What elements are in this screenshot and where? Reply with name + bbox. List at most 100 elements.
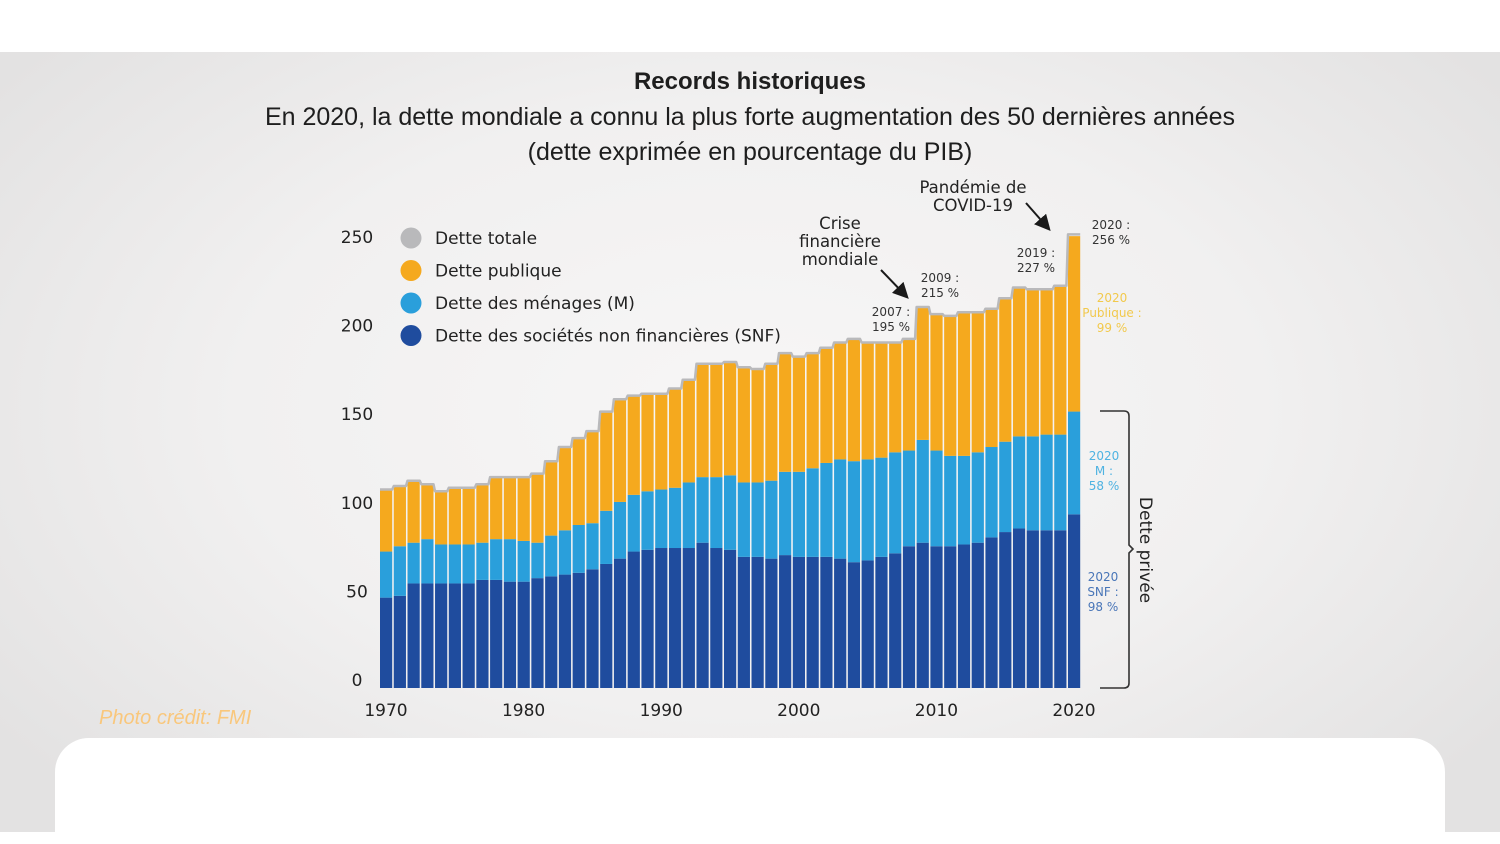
content-panel	[55, 738, 1445, 832]
bar-corporate-2012	[957, 544, 971, 688]
bar-households-1982	[545, 535, 558, 577]
bar-public-1984	[572, 438, 585, 525]
chart-subtitle: En 2020, la dette mondiale a connu la pl…	[264, 103, 1236, 131]
annotation-m2020: 58 %	[1089, 479, 1120, 493]
bar-households-2015	[999, 441, 1012, 533]
annotation-pub2020: 99 %	[1097, 321, 1128, 335]
legend-swatch-corporate	[400, 325, 422, 346]
y-tick-label: 150	[341, 405, 373, 425]
bar-public-2015	[999, 298, 1012, 442]
bar-corporate-1971	[393, 595, 406, 688]
bar-public-1985	[586, 431, 599, 524]
y-tick-label: 100	[341, 494, 373, 514]
x-tick-label: 1990	[640, 701, 683, 721]
y-tick-label: 250	[341, 228, 373, 248]
bar-public-2011	[944, 315, 957, 456]
bar-households-2006	[875, 457, 888, 557]
bar-corporate-2000	[792, 556, 805, 688]
x-tick-label: 2020	[1052, 701, 1095, 721]
bar-households-1987	[613, 501, 627, 559]
bar-public-2004	[847, 338, 861, 462]
bar-public-1994	[710, 363, 723, 478]
bar-households-2001	[806, 468, 819, 557]
bar-households-2012	[957, 455, 971, 545]
bar-corporate-1984	[572, 572, 585, 688]
bar-households-1993	[696, 477, 709, 543]
bar-corporate-2010	[930, 546, 943, 688]
bar-corporate-1997	[751, 556, 764, 688]
annotation-pub2020: 2020	[1097, 291, 1128, 305]
annotation-m2020: 2020	[1089, 449, 1120, 463]
crisis-arrow-icon	[880, 269, 909, 299]
annotation-crisis: financière	[799, 232, 881, 251]
annotation-pub2020: Publique :	[1082, 306, 1141, 320]
bar-public-2007	[889, 342, 902, 453]
covid-arrow-icon	[1025, 202, 1051, 232]
bar-corporate-2011	[944, 546, 957, 688]
bar-corporate-2015	[999, 532, 1012, 688]
bar-public-1991	[668, 388, 682, 488]
bar-corporate-2007	[889, 553, 902, 688]
bar-corporate-1995	[724, 549, 737, 688]
bar-households-1984	[572, 524, 585, 573]
bar-public-1988	[627, 395, 640, 495]
bar-corporate-2014	[985, 537, 998, 688]
bar-public-2005	[861, 342, 874, 460]
bar-households-1988	[627, 494, 640, 552]
x-tick-label: 2000	[777, 701, 820, 721]
bar-corporate-1980	[517, 581, 530, 688]
bar-households-2019	[1054, 434, 1067, 531]
bar-corporate-1999	[779, 555, 792, 688]
bar-public-2016	[1012, 287, 1026, 437]
bar-corporate-1991	[668, 548, 682, 688]
bar-corporate-2016	[1012, 528, 1026, 688]
bar-corporate-2009	[916, 542, 929, 688]
bar-public-2000	[792, 356, 805, 472]
bar-corporate-2020	[1068, 514, 1081, 688]
annotation-snf2020: 2020	[1088, 570, 1119, 584]
chart-subtitle-unit: (dette exprimée en pourcentage du PIB)	[527, 138, 973, 166]
bar-households-2013	[971, 452, 984, 543]
annotation-y2019: 227 %	[1017, 261, 1055, 275]
bar-public-1979	[503, 477, 517, 540]
bar-corporate-1986	[600, 563, 613, 688]
bar-households-1998	[765, 480, 778, 559]
annotation-private-debt: Dette privée	[1135, 497, 1155, 603]
bar-corporate-2013	[971, 542, 984, 688]
bar-public-2003	[834, 342, 847, 460]
annotation-y2019: 2019 :	[1017, 246, 1055, 260]
annotation-y2007: 2007 :	[872, 305, 910, 319]
bar-corporate-1982	[545, 576, 558, 688]
bar-corporate-1975	[448, 583, 461, 688]
bar-public-1996	[737, 367, 750, 483]
total-line-group	[380, 233, 1081, 493]
bar-corporate-2019	[1054, 530, 1067, 688]
bar-public-2014	[985, 308, 998, 448]
bar-households-2011	[944, 455, 957, 547]
bar-public-1981	[531, 473, 544, 543]
bar-public-1993	[696, 363, 709, 478]
bar-corporate-1989	[641, 549, 654, 688]
bar-households-1971	[393, 546, 406, 596]
x-tick-label: 1980	[502, 701, 545, 721]
bar-corporate-1987	[613, 558, 627, 688]
bar-corporate-1992	[682, 548, 695, 688]
bar-households-1983	[558, 530, 572, 575]
bar-households-1996	[737, 482, 750, 557]
y-tick-label: 50	[346, 582, 368, 602]
bottom-strip	[0, 832, 1500, 844]
annotation-y2020: 2020 :	[1092, 218, 1130, 232]
bar-households-1989	[641, 491, 654, 550]
bar-households-1986	[600, 510, 613, 564]
bar-households-1985	[586, 523, 599, 570]
bar-households-2000	[792, 471, 805, 557]
bar-public-2017	[1026, 289, 1039, 437]
legend-label-public: Dette publique	[435, 262, 562, 282]
bar-households-2002	[820, 462, 833, 557]
bar-corporate-1981	[531, 578, 544, 688]
bar-corporate-2008	[902, 546, 916, 688]
bar-public-1995	[724, 361, 737, 476]
annotation-covid: COVID-19	[933, 196, 1013, 215]
bar-corporate-2001	[806, 556, 819, 688]
bar-households-2009	[916, 439, 929, 543]
